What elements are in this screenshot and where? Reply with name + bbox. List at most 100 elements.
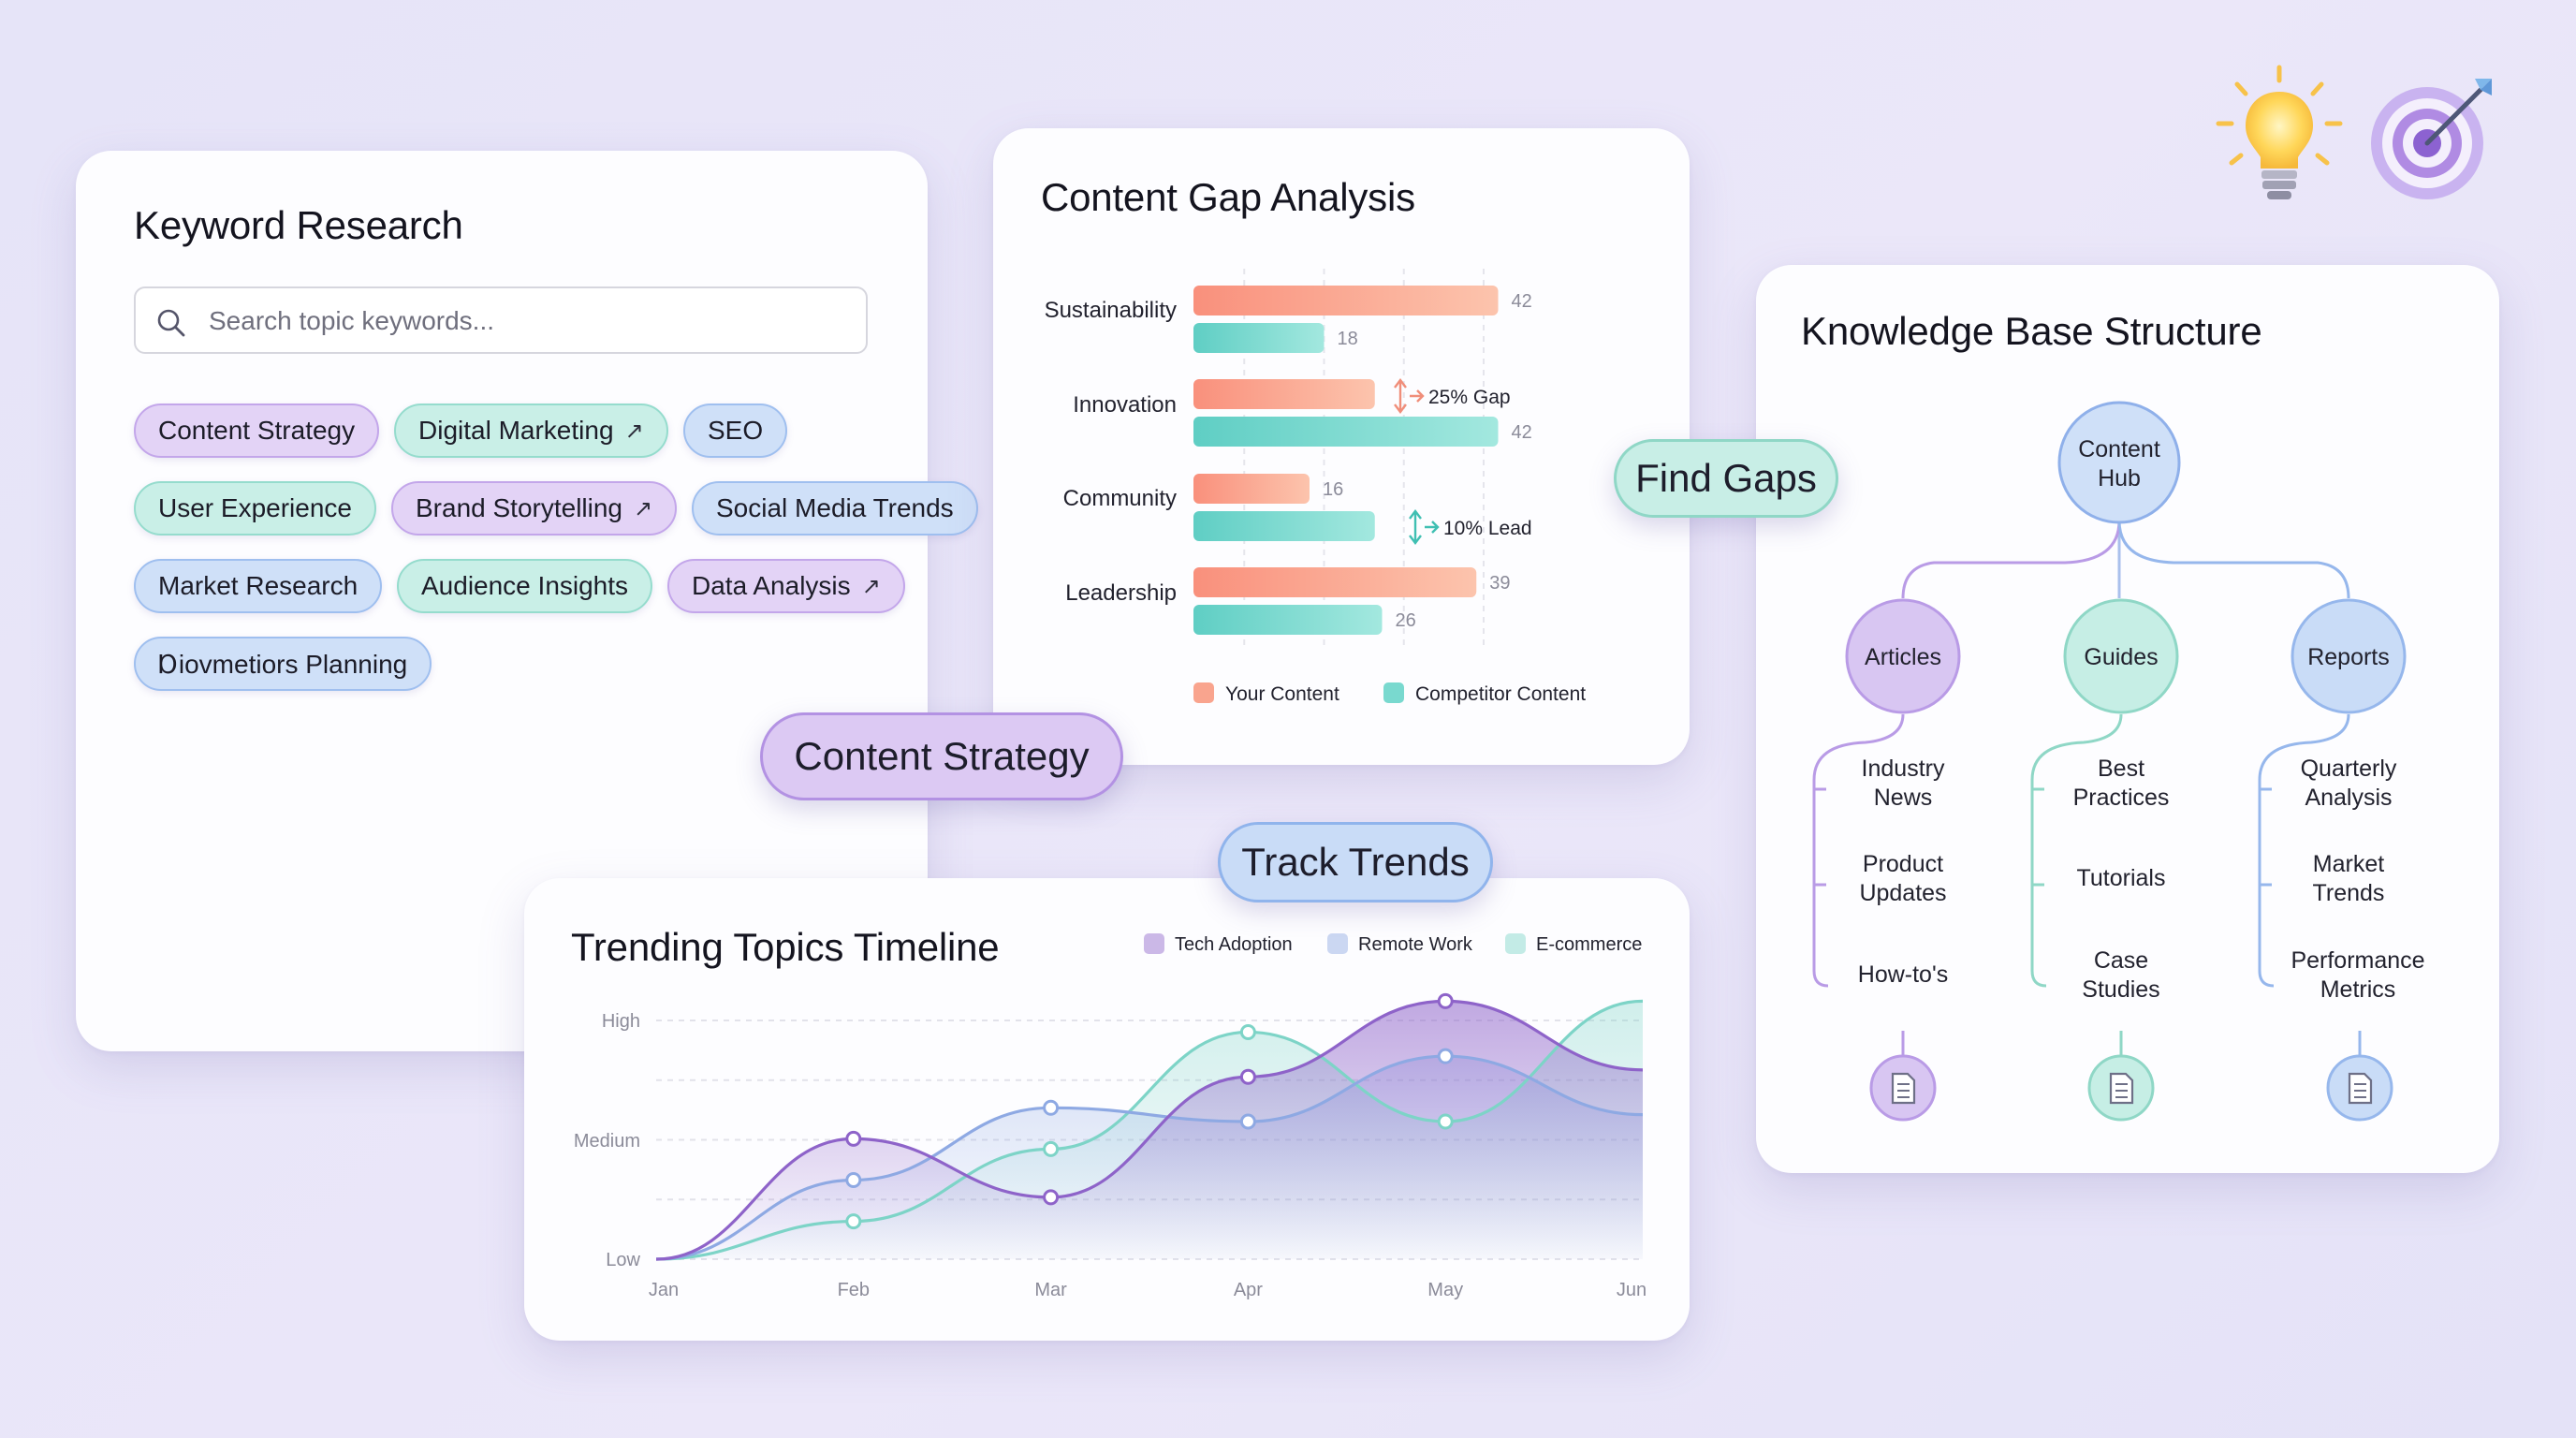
kb-item-industry-news: Industry News <box>1862 756 1945 811</box>
bar-competitor-content-leadership <box>1193 605 1383 635</box>
branch-reports: Reports Quarterly Analysis Market Trends Perf… <box>2258 598 2425 1122</box>
branch-label: Articles <box>1865 644 1941 670</box>
document-icon <box>1869 1054 1937 1122</box>
category-label: Sustainability <box>1045 298 1177 323</box>
keyword-tag-digital-marketing[interactable]: Digital Marketing ↗ <box>394 404 668 458</box>
keyword-tag-data-analysis[interactable]: Data Analysis ↗ <box>667 559 905 613</box>
bar-your-content-innovation <box>1193 379 1375 409</box>
search-field[interactable] <box>134 286 868 354</box>
keyword-tag-label: SEO <box>708 416 764 445</box>
point-e-commerce-apr <box>1239 1023 1256 1040</box>
branch-guides: Guides Best Practices Tutorials Case Studies <box>2030 598 2179 1122</box>
bar-competitor-content-sustainability <box>1193 323 1325 353</box>
point-remote-work-feb <box>845 1171 862 1188</box>
keyword-tag-label: Audience Insights <box>421 571 629 600</box>
bar-value-label: 26 <box>1396 610 1416 631</box>
point-remote-work-may <box>1437 1048 1454 1064</box>
point-remote-work-mar <box>1043 1099 1060 1116</box>
point-tech-adoption-may <box>1437 992 1454 1009</box>
keyword-research-card: Keyword Research Content Strategy Digital… <box>76 151 978 1051</box>
keyword-tag-content-strategy[interactable]: Content Strategy <box>134 404 380 458</box>
legend-swatch <box>1327 933 1348 954</box>
kb-item-market-trends: Market Trends <box>2313 851 2385 906</box>
bar-value-label: 42 <box>1512 291 1532 312</box>
kb-item-best-practices: Best Practices <box>2073 756 2170 811</box>
branch-connector <box>1812 713 1905 988</box>
kb-item-case-studies: Case Studies <box>2082 947 2159 1003</box>
tree-connector <box>1901 520 2121 599</box>
line-remote-work <box>655 1054 1644 1261</box>
point-tech-adoption-apr <box>1239 1068 1256 1085</box>
track-trends-pill[interactable]: Track Trends <box>1218 822 1493 902</box>
branch-connector <box>2258 713 2350 988</box>
category-label: Community <box>1063 486 1177 511</box>
x-tick-label: May <box>1427 1280 1463 1300</box>
point-tech-adoption-feb <box>845 1130 862 1147</box>
point-e-commerce-feb <box>845 1213 862 1230</box>
kb-item-product-updates: Product Updates <box>1859 851 1946 906</box>
branch-label: Reports <box>2307 644 2390 670</box>
y-tick-label: Medium <box>574 1131 640 1152</box>
x-tick-label: Feb <box>838 1280 870 1300</box>
kb-item-tutorials: Tutorials <box>2077 865 2166 891</box>
legend-label: Tech Adoption <box>1175 934 1293 955</box>
annotation-label: 10% Lead <box>1443 518 1532 539</box>
tree-connector <box>2117 520 2350 599</box>
kb-item-how-to-s: How-to's <box>1858 961 1948 988</box>
target-icon <box>2371 79 2492 199</box>
document-icon <box>2087 1054 2155 1122</box>
external-link-icon: ↗ <box>624 418 644 444</box>
keyword-tag-user-experience[interactable]: User Experience <box>134 481 376 536</box>
find-gaps-pill[interactable]: Find Gaps <box>1614 439 1838 518</box>
keyword-tag-label: Brand Storytelling <box>416 493 623 522</box>
keyword-research-title: Keyword Research <box>134 203 463 247</box>
keyword-tag-audience-insights[interactable]: Audience Insights <box>397 559 653 613</box>
lightbulb-icon <box>2216 65 2343 199</box>
bar-your-content-leadership <box>1193 567 1477 597</box>
keyword-tag-label: User Experience <box>158 493 352 522</box>
x-tick-label: Jan <box>649 1280 679 1300</box>
y-tick-label: High <box>602 1011 640 1032</box>
external-link-icon: ↗ <box>634 495 653 521</box>
bar-value-label: 39 <box>1489 573 1510 594</box>
knowledge-base-tree: Content Hub Articles Industry News Product Upd… <box>1812 401 2425 1122</box>
content-hub-node: Content Hub <box>2057 401 2181 524</box>
keyword-tag-seo[interactable]: SEO <box>683 404 788 458</box>
keyword-tag-brand-storytelling[interactable]: Brand Storytelling ↗ <box>391 481 678 536</box>
gap-annotation-0: 25% Gap <box>1394 378 1511 414</box>
branch-label: Guides <box>2084 644 2158 670</box>
y-tick-label: Low <box>606 1250 640 1270</box>
search-icon <box>157 309 185 337</box>
legend-swatch <box>1193 682 1214 703</box>
point-e-commerce-may <box>1437 1113 1454 1130</box>
bar-competitor-content-innovation <box>1193 417 1499 447</box>
branch-connector <box>2030 713 2123 988</box>
kb-item-quarterly-analysis: Quarterly Analysis <box>2301 756 2397 811</box>
content-gap-card: Content Gap Analysis Sustainability 42 18 I… <box>993 128 1690 765</box>
branch-node <box>1845 598 1961 714</box>
legend-label: Remote Work <box>1358 934 1473 955</box>
keyword-tag-label: Ɒiovmetiors Planning <box>158 649 408 679</box>
bar-your-content-community <box>1193 474 1310 504</box>
line-e-commerce <box>655 999 1644 1261</box>
legend-swatch <box>1144 933 1164 954</box>
legend-label: Your Content <box>1225 683 1339 705</box>
branch-node <box>2063 598 2179 714</box>
keyword-tag-iovmetiors-planning[interactable]: Ɒiovmetiors Planning <box>134 637 432 691</box>
point-remote-work-apr <box>1239 1113 1256 1130</box>
annotation-label: 25% Gap <box>1428 387 1511 408</box>
legend-label: Competitor Content <box>1415 683 1586 705</box>
keyword-tag-label: Data Analysis <box>692 571 851 600</box>
x-tick-label: Jun <box>1617 1280 1647 1300</box>
knowledge-base-title: Knowledge Base Structure <box>1801 309 2262 353</box>
legend-swatch <box>1505 933 1526 954</box>
keyword-tag-social-media-trends[interactable]: Social Media Trends <box>692 481 978 536</box>
keyword-tag-market-research[interactable]: Market Research <box>134 559 383 613</box>
external-link-icon: ↗ <box>861 573 881 599</box>
x-tick-label: Apr <box>1234 1280 1263 1300</box>
content-strategy-pill[interactable]: Content Strategy <box>760 712 1123 800</box>
kb-item-performance-metrics: Performance Metrics <box>2291 947 2424 1003</box>
keyword-tag-label: Market Research <box>158 571 359 600</box>
search-input[interactable] <box>207 300 847 343</box>
bar-value-label: 42 <box>1512 422 1532 443</box>
